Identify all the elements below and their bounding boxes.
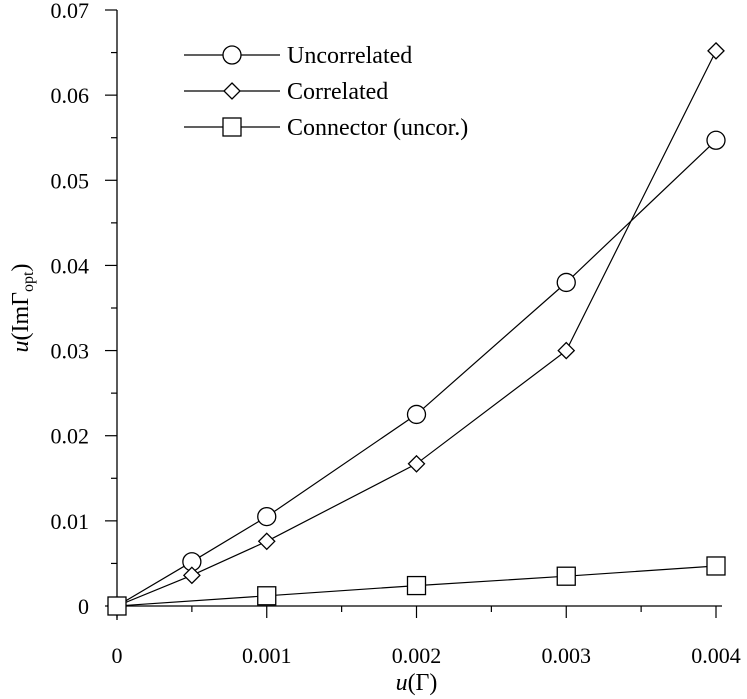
x-tick-label: 0.001: [242, 643, 292, 668]
y-tick-label: 0.05: [51, 168, 90, 193]
data-point-circle: [556, 272, 576, 293]
data-point-circle: [406, 404, 427, 425]
y-tick-label: 0.04: [51, 253, 90, 278]
x-tick-label: 0.002: [392, 643, 442, 668]
legend-label: Correlated: [287, 79, 388, 105]
axes: [107, 10, 722, 620]
legend-item: Uncorrelated: [184, 43, 412, 69]
x-tick-label: 0: [112, 643, 123, 668]
data-point-square: [556, 566, 576, 586]
legend-label: Connector (uncor.): [287, 115, 468, 141]
data-point-square: [406, 575, 427, 596]
data-point-circle: [706, 130, 726, 150]
y-tick-label: 0.03: [51, 339, 90, 364]
data-point-diamond: [182, 566, 201, 585]
data-point-diamond: [707, 41, 725, 60]
x-ticks: 0 0.001 0.002 0.003 0.004: [112, 606, 741, 668]
y-tick-label: 0.06: [51, 83, 90, 108]
y-axis-label-main: (ImΓ: [8, 292, 34, 341]
series-line-circle: [116, 139, 717, 607]
legend-item: Correlated: [184, 79, 388, 105]
data-point-circle: [257, 506, 277, 527]
y-axis-label-sub: opt: [20, 271, 37, 292]
y-tick-label: 0: [78, 594, 89, 619]
y-axis-label-close: ): [8, 264, 34, 272]
data-point-square: [257, 586, 277, 606]
x-tick-label: 0.004: [691, 643, 741, 668]
x-tick-label: 0.003: [542, 643, 592, 668]
legend: Uncorrelated Correlated Connector (uncor.): [184, 43, 468, 141]
data-point-square: [107, 596, 127, 616]
data-point-diamond: [257, 532, 276, 551]
legend-item: Connector (uncor.): [184, 115, 468, 141]
y-ticks: 0 0.01 0.02 0.03 0.04 0.05 0.06 0.07: [51, 0, 117, 619]
y-tick-label: 0.01: [51, 509, 90, 534]
legend-marker-square: [222, 117, 242, 137]
y-axis-label: u(ImΓopt): [8, 264, 37, 353]
legend-marker-diamond: [223, 82, 241, 100]
data-point-diamond: [557, 341, 576, 360]
legend-label: Uncorrelated: [287, 43, 412, 69]
y-axis-label-italic: u: [8, 340, 34, 352]
data-point-diamond: [407, 454, 426, 473]
series-circle: [107, 130, 726, 616]
series-square: [107, 556, 726, 616]
y-tick-label: 0.02: [51, 424, 90, 449]
x-axis-label: u(Γ): [396, 670, 438, 696]
data-point-square: [706, 556, 726, 576]
series-layer: [107, 41, 726, 616]
series-line-diamond: [116, 50, 717, 607]
y-tick-label: 0.07: [51, 0, 90, 23]
legend-marker-circle: [222, 45, 242, 65]
x-axis-label-rest: (Γ): [408, 670, 438, 696]
x-axis-label-italic: u: [396, 670, 408, 696]
